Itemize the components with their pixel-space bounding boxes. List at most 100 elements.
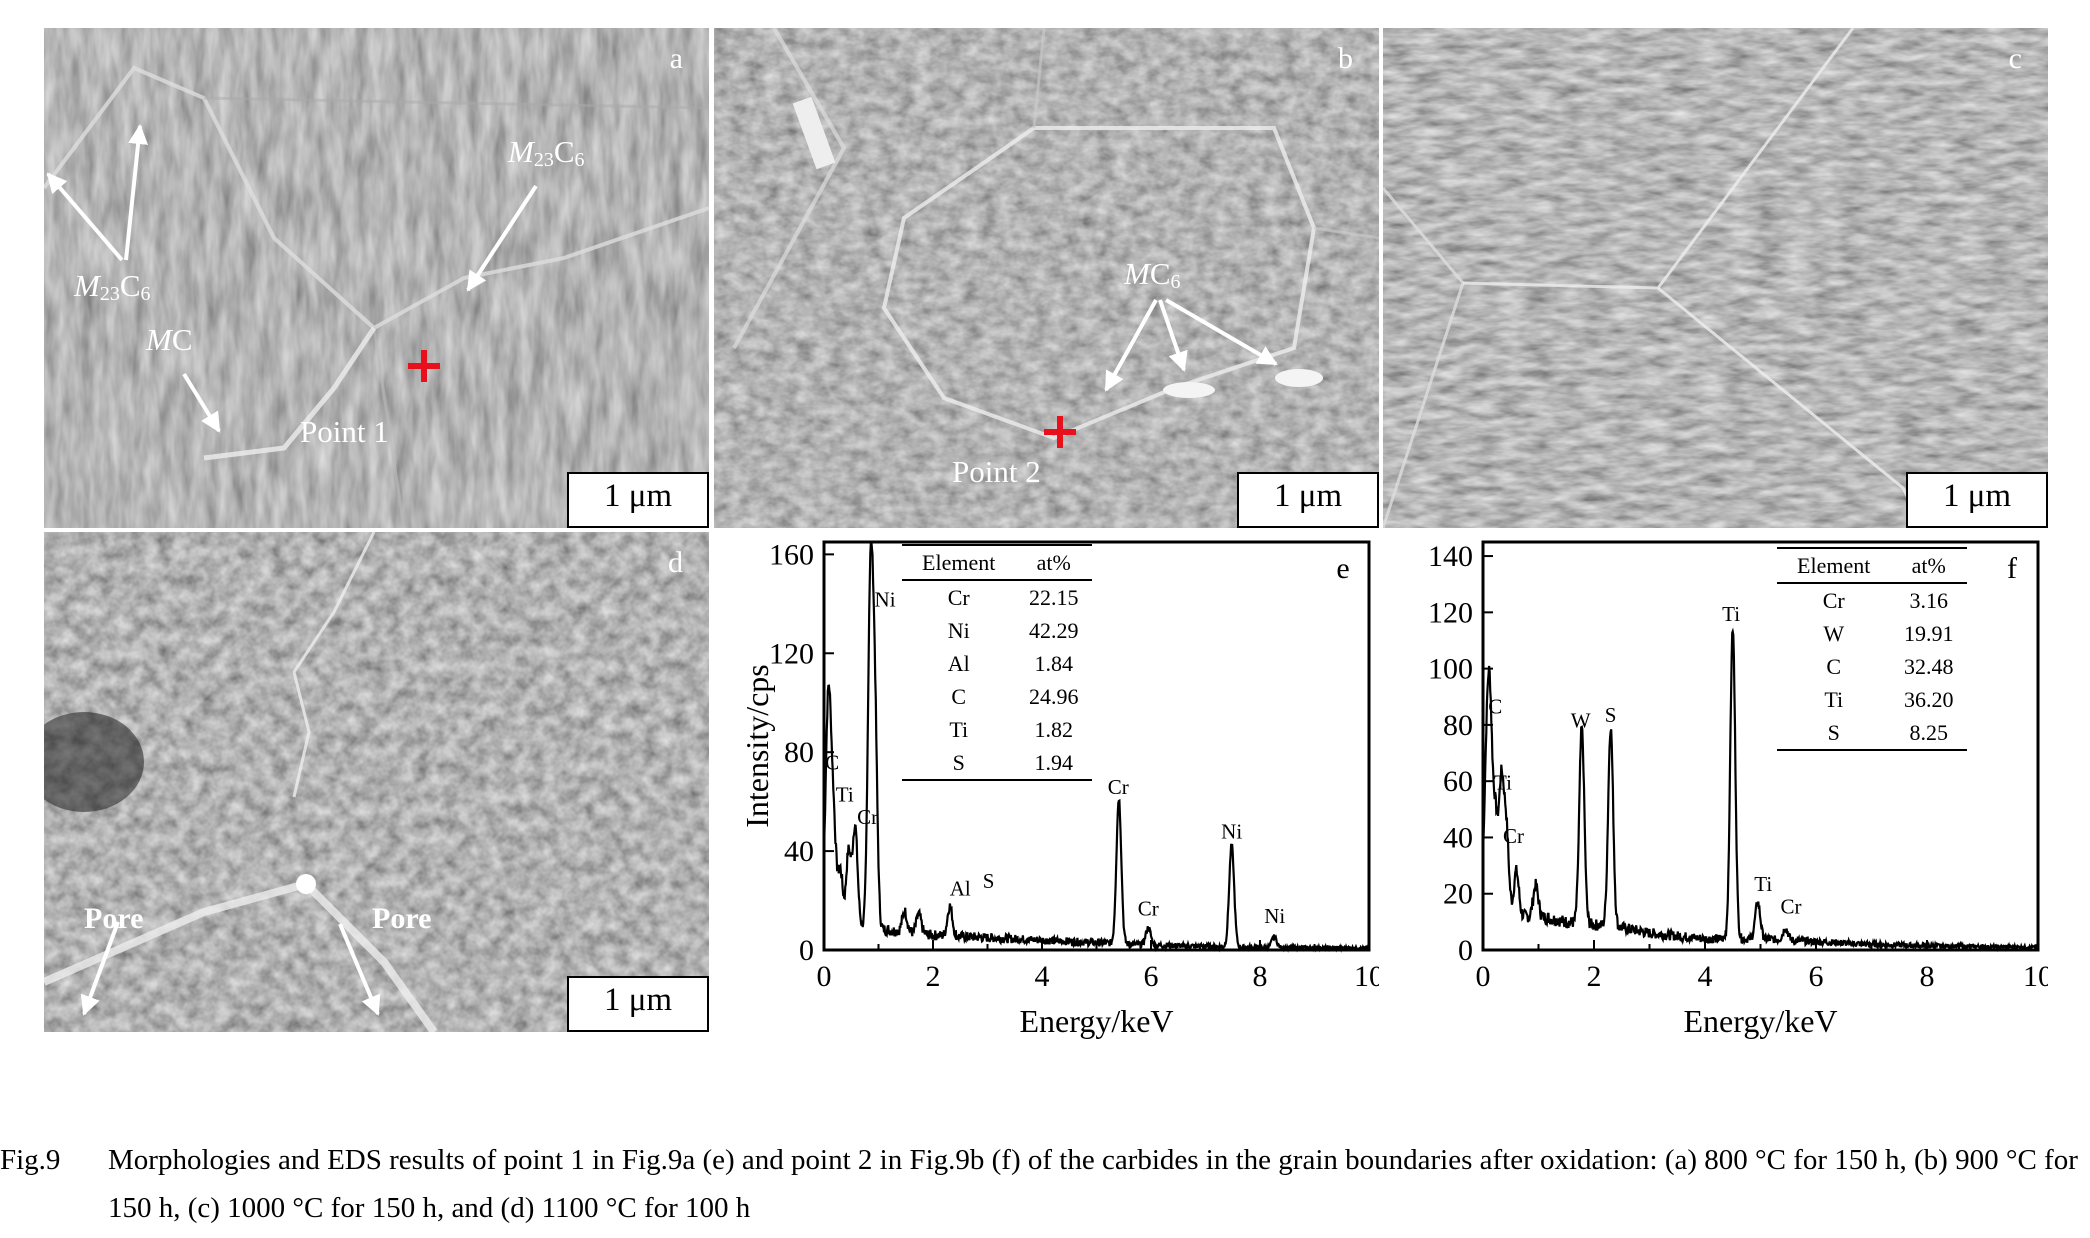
- peak-label: C: [1488, 695, 1502, 719]
- table-header-cell: Element: [1797, 552, 1871, 578]
- m23c6-sub-23: 23: [533, 149, 554, 171]
- table-row: Ti 1.82: [902, 713, 1092, 746]
- pore-label-left: Pore: [84, 902, 144, 935]
- y-tick-label: 20: [1443, 878, 1473, 911]
- y-tick-label: 60: [1443, 765, 1473, 798]
- scale-bar-text-a: 1 μm: [603, 478, 673, 514]
- table-header-row: Element at%: [902, 545, 1092, 580]
- scale-bar-text-c: 1 μm: [1942, 478, 2012, 514]
- scale-bar-text-b: 1 μm: [1273, 478, 1343, 514]
- micrograph-panel-a: a M23C6 M23C6 MC Point 1 1 μm: [44, 28, 709, 528]
- table-header-cell: at%: [1911, 552, 1946, 578]
- panel-label-a: a: [669, 42, 683, 75]
- table-header-cell: at%: [1036, 549, 1071, 575]
- table-row: C 32.48: [1777, 650, 1967, 683]
- peak-label: Ni: [1264, 904, 1285, 928]
- m23c6-sub-23: 23: [99, 283, 120, 305]
- micrograph-texture-b: [714, 28, 1379, 528]
- panel-label-d: d: [668, 546, 683, 579]
- table-cell: C: [1826, 653, 1842, 679]
- peak-label: Ti: [1722, 602, 1740, 626]
- table-cell: C: [951, 683, 967, 709]
- spectrum-line: [822, 540, 1371, 953]
- x-tick-label: 6: [1144, 960, 1159, 993]
- table-row: Ti 36.20: [1777, 683, 1967, 716]
- table-row: Cr 3.16: [1777, 583, 1967, 617]
- table-row: Cr 22.15: [902, 580, 1092, 614]
- peak-label: Cr: [1503, 824, 1524, 848]
- peak-label: S: [1605, 703, 1617, 727]
- table-cell: 32.48: [1903, 653, 1954, 679]
- m23c6-letter-c: C: [553, 134, 575, 169]
- annotation-arrows-d: [80, 921, 381, 1016]
- eds-chart-f: 0 2 4 6 8 10 0 20 40 60 80 100 120 140 C Ti Cr W S Ti Ti Cr En…: [1383, 532, 2048, 1042]
- annotation-arrows-a: [46, 124, 538, 433]
- peak-label: Ti: [836, 783, 854, 807]
- m23c6-letter-m: M: [74, 268, 100, 303]
- scale-bar-text-d: 1 μm: [603, 982, 673, 1018]
- spectrum-line: [1481, 627, 2040, 953]
- x-tick-label: 0: [1476, 960, 1491, 993]
- y-tick-label: 140: [1428, 540, 1473, 573]
- table-header-row: Element at%: [1777, 548, 1967, 583]
- table-cell: 1.94: [1034, 749, 1073, 775]
- m23c6-label-right: M23C6: [508, 134, 585, 172]
- m23c6-letter-c: C: [119, 268, 141, 303]
- micrograph-panel-c: c 1 μm: [1383, 28, 2048, 528]
- m23c6-letter-m: M: [508, 134, 534, 169]
- y-tick-label: 120: [1428, 596, 1473, 629]
- annotation-arrows-b: [1104, 298, 1278, 392]
- x-tick-label: 4: [1698, 960, 1713, 993]
- y-tick-label: 80: [784, 736, 814, 769]
- y-tick-label: 40: [784, 835, 814, 868]
- m23c6-label-left: M23C6: [74, 268, 151, 306]
- peak-label: Cr: [1781, 894, 1802, 918]
- panel-label: f: [2007, 552, 2017, 585]
- table-cell: W: [1823, 620, 1845, 646]
- point-1-label: Point 1: [300, 414, 389, 449]
- micrograph-texture-c: [1383, 28, 2048, 528]
- table-cell: Cr: [1822, 587, 1845, 613]
- x-tick-label: 0: [817, 960, 832, 993]
- y-tick-label: 100: [1428, 653, 1473, 686]
- mc-letter-m: M: [146, 322, 172, 357]
- scale-bar-c: 1 μm: [1906, 472, 2048, 528]
- x-tick-label: 8: [1920, 960, 1935, 993]
- peak-label: Cr: [857, 805, 878, 829]
- point-2-marker: [1044, 416, 1076, 448]
- table-cell: 1.84: [1034, 650, 1073, 676]
- x-tick-label: 4: [1035, 960, 1050, 993]
- table-row: C 24.96: [902, 680, 1092, 713]
- point-1-marker: [408, 350, 440, 382]
- peak-label: S: [983, 869, 995, 893]
- table-row: S 1.94: [902, 746, 1092, 780]
- scale-bar-d: 1 μm: [567, 976, 709, 1032]
- x-tick-label: 2: [1587, 960, 1602, 993]
- table-cell: 3.16: [1909, 587, 1948, 613]
- micrograph-texture-d: [44, 532, 709, 1032]
- m23c6-sub-6: 6: [574, 149, 585, 171]
- x-tick-label: 8: [1253, 960, 1268, 993]
- table-cell: 24.96: [1028, 683, 1079, 709]
- peak-label: Ti: [1494, 771, 1512, 795]
- peak-label: C: [825, 750, 839, 774]
- x-tick-label: 6: [1809, 960, 1824, 993]
- scale-bar-a: 1 μm: [567, 472, 709, 528]
- table-cell: 22.15: [1028, 584, 1079, 610]
- table-cell: 42.29: [1028, 617, 1079, 643]
- eds-chart-e: 0 2 4 6 8 10 0 40 80 120 160 C Ti Cr Ni Al S Cr Cr Ni Ni Ener…: [714, 532, 1379, 1042]
- mc6-sub-6: 6: [1170, 271, 1181, 293]
- y-tick-label: 0: [1458, 934, 1473, 967]
- y-axis-label: Intensity/cps: [739, 664, 775, 828]
- x-tick-label: 10: [2023, 960, 2048, 993]
- y-tick-label: 80: [1443, 709, 1473, 742]
- eds-table-e: Element at% Cr 22.15 Ni 42.29 Al 1.84 C 24.96 Ti 1.…: [902, 544, 1092, 781]
- table-header-cell: Element: [922, 549, 996, 575]
- table-cell: S: [952, 749, 965, 775]
- figure-number: Fig.9: [0, 1144, 61, 1176]
- table-cell: 1.82: [1034, 716, 1073, 742]
- y-tick-label: 0: [799, 934, 814, 967]
- mc6-letter-c: C: [1149, 256, 1171, 291]
